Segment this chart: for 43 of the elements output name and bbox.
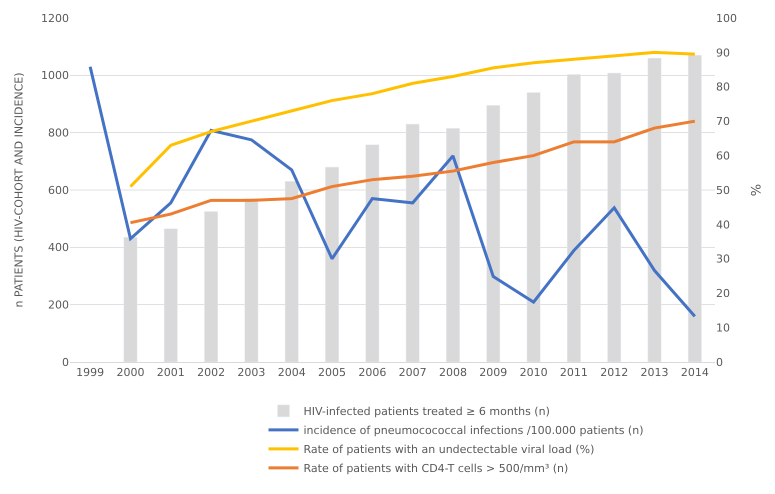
y2-tick-label: 40 xyxy=(716,218,730,232)
y2-tick-label: 20 xyxy=(716,287,730,300)
y-tick-label: 400 xyxy=(48,241,69,254)
x-tick-label: 2003 xyxy=(237,366,266,380)
y2-axis-title: % xyxy=(750,184,765,196)
y2-tick-label: 90 xyxy=(716,46,730,60)
y-tick-label: 800 xyxy=(48,126,69,140)
y-tick-label: 600 xyxy=(48,184,69,197)
x-tick-label: 2001 xyxy=(156,366,185,380)
x-tick-label: 2006 xyxy=(358,366,386,380)
x-tick-label: 2004 xyxy=(278,366,306,380)
x-tick-label: 2008 xyxy=(438,366,467,380)
y2-tick-label: 60 xyxy=(716,149,730,162)
x-tick-label: 2005 xyxy=(318,366,346,380)
line-series xyxy=(128,120,696,224)
x-tick-label: 2007 xyxy=(398,366,427,380)
line-series xyxy=(128,50,696,188)
x-tick-label: 2010 xyxy=(520,366,548,380)
y2-tick-label: 70 xyxy=(716,115,730,128)
legend-label: incidence of pneumocococcal infections /100.000 patients (n) xyxy=(304,424,644,438)
x-tick-label: 2011 xyxy=(560,366,588,380)
legend-label: Rate of patients with an undectectable viral load (%) xyxy=(304,443,594,456)
x-tick-label: 2009 xyxy=(479,366,508,380)
x-tick-label: 2002 xyxy=(197,366,226,380)
y2-tick-label: 10 xyxy=(716,321,730,334)
x-tick-label: 2000 xyxy=(116,366,144,380)
x-tick-label: 1999 xyxy=(76,366,104,380)
y2-tick-label: 80 xyxy=(716,80,730,94)
x-tick-label: 2014 xyxy=(680,366,709,380)
y-tick-label: 1200 xyxy=(41,12,69,25)
y-tick-label: 0 xyxy=(62,356,69,369)
y2-tick-label: 100 xyxy=(716,12,737,25)
y2-tick-label: 50 xyxy=(716,184,730,197)
line-series xyxy=(88,65,696,318)
legend-label: Rate of patients with CD4-T cells > 500/mm³ (n) xyxy=(304,462,568,476)
y-tick-label: 1000 xyxy=(41,69,69,82)
y-axis-title: n PATIENTS (HIV-COHORT AND INCIDENCE) xyxy=(12,72,26,308)
legend-label: HIV-infected patients treated ≥ 6 months (n) xyxy=(304,405,550,418)
y2-tick-label: 30 xyxy=(716,252,730,266)
y-tick-label: 200 xyxy=(48,298,69,312)
x-tick-label: 2012 xyxy=(600,366,628,380)
x-tick-label: 2013 xyxy=(640,366,669,380)
y2-tick-label: 0 xyxy=(716,356,723,369)
